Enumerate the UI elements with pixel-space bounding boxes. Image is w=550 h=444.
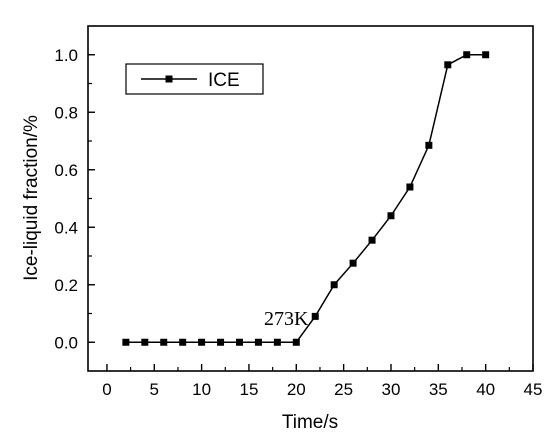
data-point bbox=[160, 338, 168, 346]
data-point bbox=[311, 312, 319, 320]
data-point bbox=[292, 338, 300, 346]
data-point bbox=[425, 141, 433, 149]
data-point bbox=[122, 338, 130, 346]
data-point bbox=[387, 212, 395, 220]
y-tick-labels: 0.0 0.2 0.4 0.6 0.8 1.0 bbox=[54, 46, 78, 353]
y-tick-label: 0.6 bbox=[54, 161, 78, 180]
data-point bbox=[141, 338, 149, 346]
data-point bbox=[463, 51, 471, 59]
data-point bbox=[198, 338, 206, 346]
data-point bbox=[482, 51, 490, 59]
x-tick-label: 15 bbox=[239, 380, 258, 399]
y-tick-label: 0.0 bbox=[54, 333, 78, 352]
data-point bbox=[217, 338, 225, 346]
x-tick-label: 0 bbox=[102, 380, 111, 399]
data-point bbox=[406, 183, 414, 191]
x-axis-title: Time/s bbox=[282, 412, 338, 433]
x-tick-label: 25 bbox=[334, 380, 353, 399]
x-tick-label: 30 bbox=[382, 380, 401, 399]
x-tick-label: 35 bbox=[429, 380, 448, 399]
x-tick-labels: 0 5 10 15 20 25 30 35 40 45 bbox=[102, 380, 542, 399]
data-point bbox=[273, 338, 281, 346]
annotation-273k: 273K bbox=[264, 308, 309, 330]
data-point bbox=[235, 338, 243, 346]
data-point bbox=[254, 338, 262, 346]
data-point bbox=[368, 236, 376, 244]
y-tick-label: 0.8 bbox=[54, 103, 78, 122]
x-tick-label: 40 bbox=[476, 380, 495, 399]
data-point bbox=[179, 338, 187, 346]
y-tick-label: 0.2 bbox=[54, 276, 78, 295]
x-tick-label: 20 bbox=[287, 380, 306, 399]
legend: ICE bbox=[125, 63, 264, 95]
y-axis-title: Ice-liquid fraction/% bbox=[21, 115, 42, 281]
legend-label: ICE bbox=[208, 70, 240, 91]
axis-ticks bbox=[88, 54, 534, 371]
series-line-ice bbox=[125, 54, 486, 343]
x-tick-label: 45 bbox=[524, 380, 543, 399]
data-point bbox=[349, 259, 357, 267]
x-tick-label: 10 bbox=[192, 380, 211, 399]
y-tick-label: 1.0 bbox=[54, 46, 78, 65]
legend-marker bbox=[165, 75, 173, 83]
series-layer bbox=[122, 51, 490, 346]
data-point bbox=[330, 281, 338, 289]
data-point bbox=[444, 61, 452, 69]
y-tick-label: 0.4 bbox=[54, 218, 78, 237]
x-tick-label: 5 bbox=[150, 380, 159, 399]
